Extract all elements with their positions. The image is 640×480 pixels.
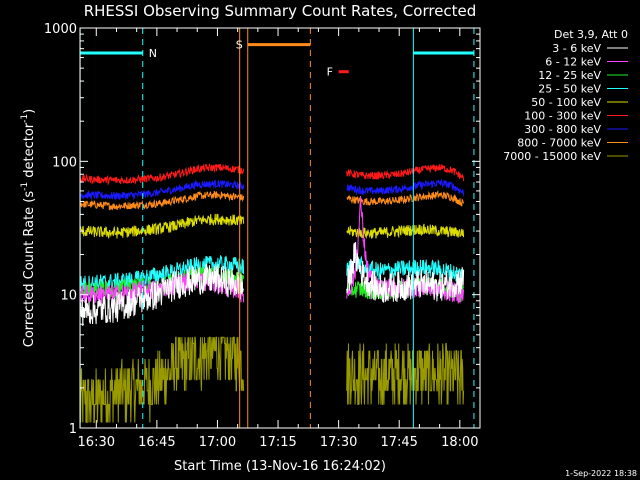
y-axis-label-sup-2: -1 [20, 114, 30, 123]
y-tick-label: 100 [52, 155, 77, 170]
legend-label: 300 - 800 keV [524, 123, 601, 136]
legend-label: 7000 - 15000 keV [503, 150, 601, 163]
legend-entry: 50 - 100 keV [531, 96, 628, 109]
series-7000-15000-kev [80, 336, 465, 423]
y-axis-label-part-1: Corrected Count Rate (s [22, 191, 37, 348]
legend-entry: 300 - 800 keV [524, 123, 628, 136]
series-300-800-kev [80, 178, 465, 201]
legend-entry: 3 - 6 keV [552, 42, 628, 55]
legend-label: 50 - 100 keV [531, 96, 601, 109]
y-tick-label: 1000 [44, 22, 77, 37]
series-line [80, 264, 245, 327]
x-tick-label: 17:00 [199, 435, 236, 450]
legend-label: 25 - 50 keV [538, 83, 601, 96]
y-axis-label-part-2: detector [22, 122, 37, 182]
series-line [80, 336, 245, 423]
legend-entry: 7000 - 15000 keV [503, 150, 628, 163]
flare-marker: F [327, 66, 349, 79]
x-tick-label: 16:30 [78, 435, 115, 450]
axes-layer: 1 10 100 1000 16:30 16:45 17:00 17:15 17:30 17:45… [44, 22, 481, 450]
y-tick-label: 10 [60, 289, 77, 304]
x-axis-label: Start Time (13-Nov-16 16:24:02) [174, 459, 386, 474]
legend-entry: 25 - 50 keV [538, 83, 628, 96]
date-stamp: 1-Sep-2022 18:38 [565, 469, 637, 478]
legend-label: 12 - 25 keV [538, 69, 601, 82]
series-50-100-kev [80, 213, 465, 239]
y-axis-label-part-3: ) [22, 109, 37, 114]
y-tick-label: 1 [69, 422, 77, 437]
legend-header: Det 3,9, Att 0 [554, 28, 628, 41]
series-layer [80, 163, 465, 423]
legend-entry: 800 - 7000 keV [517, 137, 628, 150]
series-line [346, 189, 465, 207]
series-100-300-kev [80, 163, 465, 186]
night-label: S [236, 39, 243, 52]
series-line [80, 190, 245, 211]
x-tick-label: 18:00 [441, 435, 478, 450]
series-line [346, 164, 465, 181]
series-line [346, 178, 465, 196]
series-line [346, 343, 465, 405]
y-axis-label: Corrected Count Rate (s-1 detector-1) [20, 109, 37, 347]
chart-title: RHESSI Observing Summary Count Rates, Co… [84, 2, 477, 20]
series-line [80, 213, 245, 239]
series-line [346, 242, 465, 303]
saa-marker [412, 28, 475, 428]
series-line [80, 179, 245, 201]
legend-label: 800 - 7000 keV [517, 137, 601, 150]
legend-entry: 6 - 12 keV [545, 56, 628, 69]
legend-entry: 100 - 300 keV [524, 110, 628, 123]
plot-frame [79, 27, 481, 429]
series-line [346, 223, 465, 239]
x-tick-label: 16:45 [138, 435, 175, 450]
legend-entry: 12 - 25 keV [538, 69, 628, 82]
night-marker: S [236, 28, 311, 428]
series-800-7000-kev [80, 189, 465, 211]
legend-label: 100 - 300 keV [524, 110, 601, 123]
legend-label: 6 - 12 keV [545, 56, 601, 69]
series-line [80, 163, 245, 186]
y-axis-label-sup-1: -1 [20, 182, 30, 191]
x-tick-label: 17:45 [380, 435, 417, 450]
legend-label: 3 - 6 keV [552, 42, 601, 55]
flare-label: F [327, 66, 333, 79]
series-line [346, 254, 465, 282]
saa-label: N [149, 47, 157, 60]
x-tick-label: 17:30 [320, 435, 357, 450]
series-3-6-kev [80, 242, 465, 327]
x-tick-label: 17:15 [259, 435, 296, 450]
